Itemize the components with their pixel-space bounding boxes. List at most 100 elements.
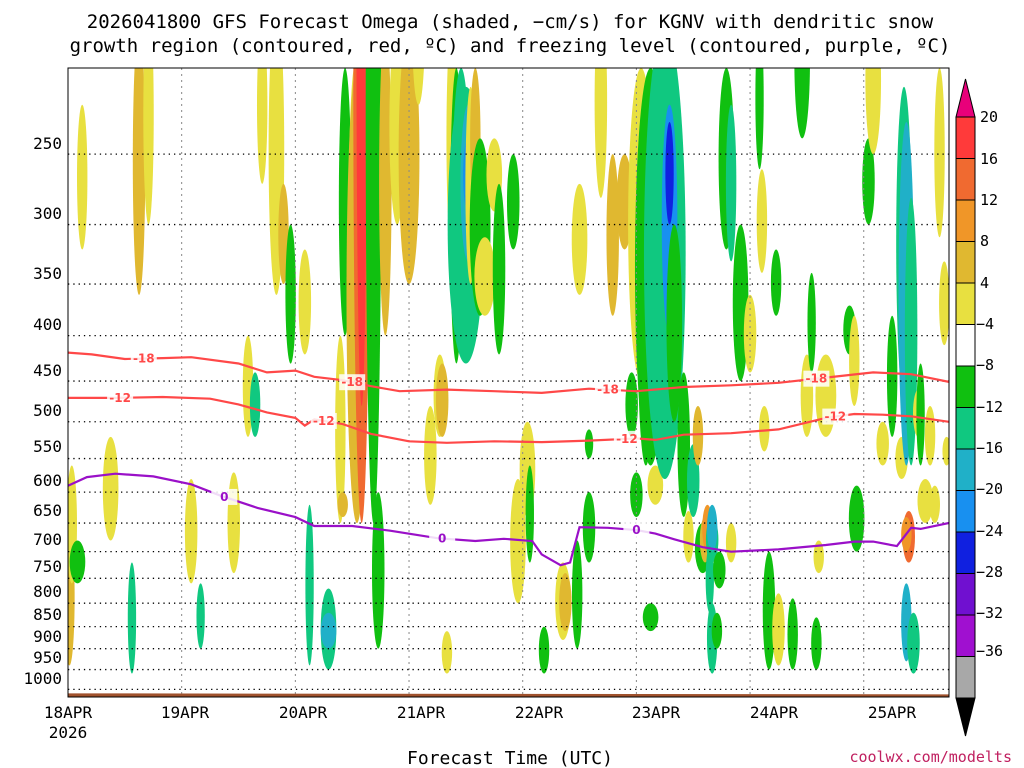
omega-region — [305, 504, 314, 666]
x-tick-label: 18APR — [44, 703, 93, 722]
omega-region — [705, 546, 714, 613]
colorbar-label: 8 — [980, 232, 989, 250]
x-tick-label: 24APR — [750, 703, 799, 722]
omega-region — [625, 372, 638, 437]
grid-lines — [68, 68, 949, 697]
colorbar-label: 16 — [980, 150, 998, 168]
x-year-label: 2026 — [49, 723, 88, 742]
colorbar-label: −28 — [976, 563, 1003, 581]
colorbar-swatch — [955, 573, 976, 616]
chart-title-line-1: 2026041800 GFS Forecast Omega (shaded, −… — [87, 11, 934, 33]
contour-label-bg — [613, 430, 640, 447]
contour-label-bg — [594, 381, 621, 398]
omega-region — [132, 68, 146, 295]
contour--18 — [68, 351, 949, 395]
omega-region — [813, 540, 824, 574]
omega-region — [929, 485, 941, 524]
colorbar-label: −32 — [976, 604, 1003, 622]
colorbar-swatch — [955, 656, 976, 699]
colorbar-label: −16 — [976, 439, 1003, 457]
omega-region — [907, 612, 920, 674]
contour-label: -18 — [597, 383, 619, 397]
omega-region — [934, 68, 945, 238]
colorbar-bottom-arrow — [955, 697, 976, 737]
omega-region — [571, 540, 583, 649]
omega-region — [365, 68, 382, 523]
omega-region — [606, 154, 619, 316]
contour-label: -18 — [341, 375, 363, 389]
contour-label: -12 — [109, 391, 131, 405]
y-tick-label: 300 — [33, 204, 62, 223]
x-tick-label: 19APR — [161, 703, 210, 722]
omega-region — [413, 68, 424, 105]
omega-region — [506, 154, 520, 250]
contour-label-bg — [107, 389, 134, 406]
omega-region — [865, 68, 882, 155]
x-tick-label: 21APR — [397, 703, 446, 722]
contour-label: 0 — [632, 523, 640, 537]
omega-region — [69, 540, 86, 584]
omega-region — [725, 523, 737, 563]
contour-label: -12 — [313, 414, 335, 428]
omega-region — [862, 138, 875, 225]
y-tick-label: 450 — [33, 361, 62, 380]
colorbar-label: −20 — [976, 480, 1003, 498]
contour-label-bg — [310, 412, 337, 429]
omega-region — [337, 492, 348, 518]
colorbar-label: 20 — [980, 108, 998, 126]
contour-label-bg — [822, 408, 849, 425]
omega-region — [538, 626, 550, 674]
omega-region — [711, 612, 723, 649]
omega-region — [677, 372, 691, 518]
omega-region — [939, 261, 949, 346]
omega-region — [770, 249, 782, 316]
x-tick-label: 25APR — [868, 703, 917, 722]
omega-region — [256, 68, 268, 184]
contour-label-bg — [623, 522, 650, 539]
omega-region — [371, 492, 385, 649]
omega-region — [787, 598, 798, 670]
y-tick-label: 250 — [33, 134, 62, 153]
omega-region — [510, 479, 526, 604]
y-tick-label: 800 — [33, 582, 62, 601]
y-axis-pressure-labels: 250 300 350 400 450 500 550 600 650 700 … — [23, 134, 62, 688]
colorbar-swatch — [955, 324, 976, 367]
y-tick-label: 650 — [33, 501, 62, 520]
y-tick-label: 400 — [33, 315, 62, 334]
colorbar-label: −24 — [976, 522, 1003, 540]
y-tick-label: 350 — [33, 264, 62, 283]
y-tick-label: 700 — [33, 530, 62, 549]
contour-label-bg — [429, 530, 456, 547]
omega-region — [725, 104, 737, 262]
colorbar-label: −8 — [976, 356, 994, 374]
omega-region — [76, 104, 88, 250]
contour-label-bg — [339, 374, 366, 391]
omega-shading — [68, 68, 949, 674]
y-tick-label: 950 — [33, 648, 62, 667]
omega-region — [249, 372, 261, 437]
y-tick-label: 600 — [33, 471, 62, 490]
colorbar-label: 12 — [980, 191, 998, 209]
contour-label: 0 — [438, 532, 446, 546]
x-axis-date-labels: 18APR 19APR 20APR 21APR 22APR 23APR 24AP… — [44, 703, 917, 742]
contour-label-bg — [211, 488, 238, 505]
omega-region — [441, 631, 453, 674]
contour-label: -12 — [824, 410, 846, 424]
omega-region — [398, 68, 420, 285]
omega-region — [559, 573, 572, 632]
omega-region — [811, 617, 822, 670]
colorbar-swatch — [955, 490, 976, 533]
omega-region — [807, 272, 816, 373]
colorbar-swatch — [955, 158, 976, 201]
x-tick-label: 22APR — [515, 703, 564, 722]
contour-label-bg — [803, 370, 830, 387]
chart-title-line-2: growth region (contoured, red, ºC) and f… — [70, 35, 951, 57]
omega-region — [713, 551, 726, 589]
colorbar-swatch — [955, 614, 976, 657]
omega-region — [772, 593, 785, 666]
omega-region — [917, 479, 934, 524]
contour-label: -18 — [133, 352, 155, 366]
omega-region — [379, 68, 392, 336]
omega-region — [848, 485, 865, 552]
